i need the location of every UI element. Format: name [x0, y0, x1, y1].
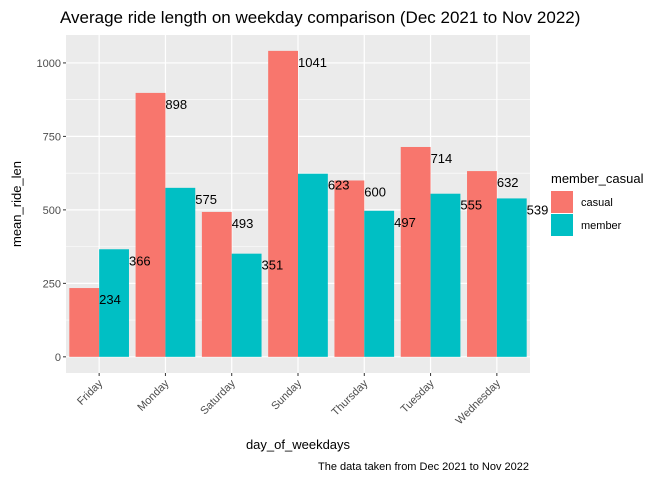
data-label-member-saturday: 351	[262, 258, 284, 273]
y-axis: 0 250 500 750 1000	[37, 58, 66, 364]
bar-member-monday	[165, 187, 196, 357]
data-label-casual-sunday: 1041	[298, 55, 327, 70]
bar-member-tuesday	[430, 193, 461, 357]
bar-member-saturday	[231, 253, 262, 357]
y-axis-title: mean_ride_len	[9, 161, 24, 247]
data-label-member-sunday: 623	[328, 178, 350, 193]
legend-label-member: member	[581, 220, 622, 232]
bar-casual-thursday	[334, 180, 365, 357]
data-label-casual-saturday: 493	[232, 216, 254, 231]
data-label-casual-monday: 898	[165, 97, 187, 112]
data-label-casual-friday: 234	[99, 292, 121, 307]
bar-member-sunday	[298, 173, 328, 357]
legend-key-member	[551, 214, 573, 236]
data-label-member-monday: 575	[195, 192, 217, 207]
bar-casual-friday	[69, 288, 100, 357]
bar-casual-tuesday	[400, 146, 431, 357]
bar-casual-monday	[135, 92, 166, 357]
data-label-casual-wednesday: 632	[497, 175, 519, 190]
y-tick-label: 500	[43, 205, 61, 217]
chart-title: Average ride length on weekday compariso…	[60, 8, 580, 27]
data-label-casual-tuesday: 714	[431, 151, 453, 166]
bars	[69, 50, 527, 357]
bar-casual-wednesday	[467, 171, 497, 357]
legend-key-casual	[551, 191, 573, 213]
data-label-member-thursday: 497	[394, 215, 416, 230]
data-label-member-friday: 366	[129, 253, 151, 268]
y-tick-label: 250	[43, 278, 61, 290]
bar-member-friday	[99, 249, 129, 357]
y-tick-label: 0	[55, 352, 61, 364]
bar-member-wednesday	[496, 198, 527, 357]
data-labels: 234 366 898 575 493 351 1041 623 600 497 714 555 632…	[99, 55, 548, 307]
data-label-member-wednesday: 539	[527, 202, 549, 217]
data-label-casual-thursday: 600	[364, 184, 386, 199]
bar-member-thursday	[364, 210, 395, 357]
legend-title: member_casual	[551, 171, 644, 186]
data-label-member-tuesday: 555	[460, 198, 482, 213]
bar-casual-sunday	[268, 50, 298, 357]
legend: member_casual casual member	[551, 171, 644, 236]
y-tick-label: 750	[43, 131, 61, 143]
x-axis-title: day_of_weekdays	[246, 437, 351, 452]
chart-caption: The data taken from Dec 2021 to Nov 2022	[318, 461, 529, 473]
bar-casual-saturday	[201, 211, 232, 357]
legend-label-casual: casual	[581, 197, 613, 209]
y-tick-label: 1000	[37, 58, 61, 70]
